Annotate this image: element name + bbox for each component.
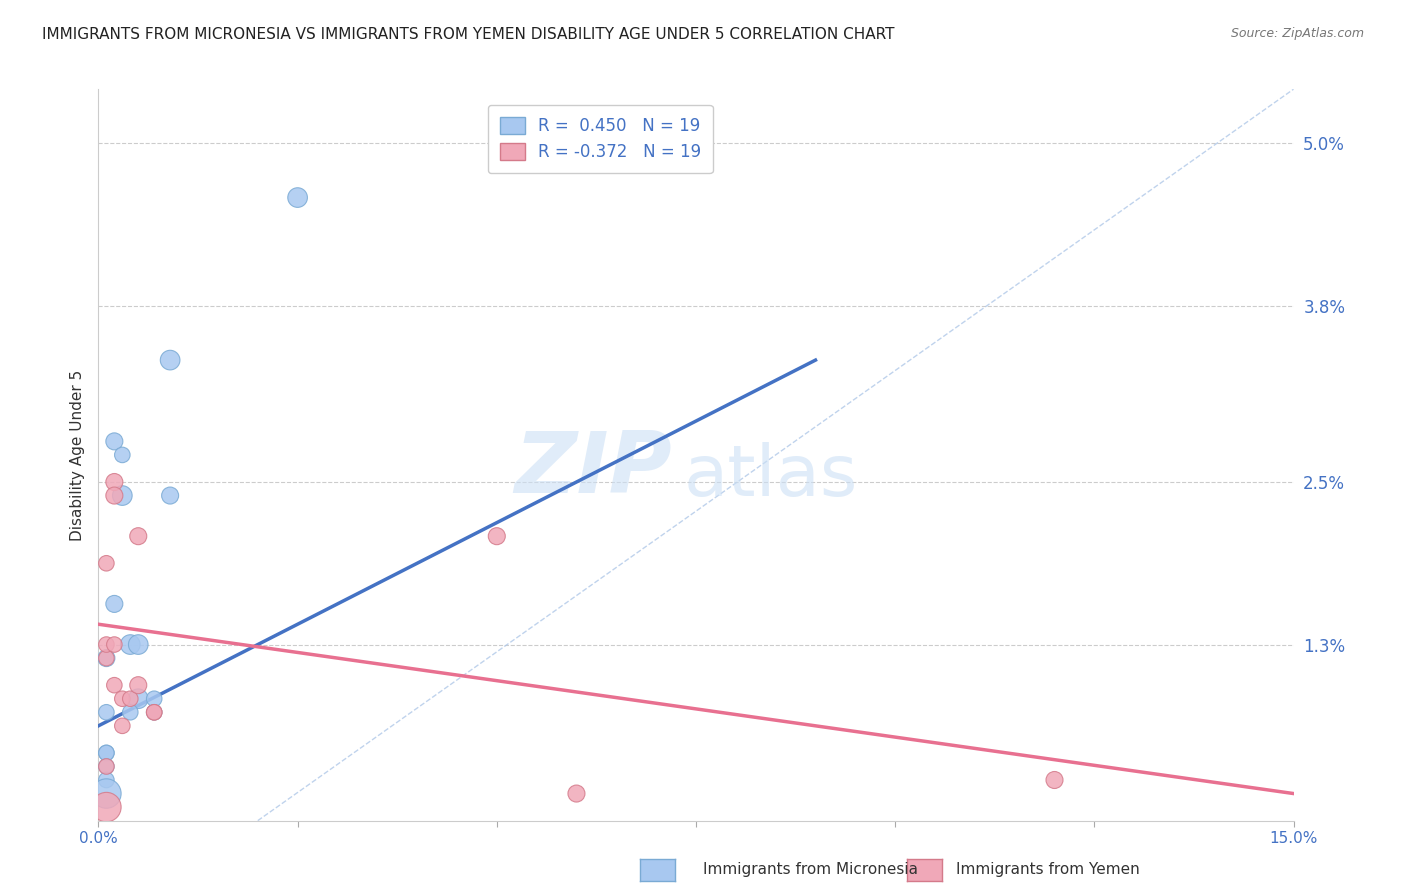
Text: atlas: atlas — [685, 442, 859, 511]
Point — [159, 489, 181, 503]
Legend: R =  0.450   N = 19, R = -0.372   N = 19: R = 0.450 N = 19, R = -0.372 N = 19 — [488, 105, 713, 173]
Point — [96, 746, 118, 760]
Point — [143, 691, 166, 706]
Point — [103, 489, 125, 503]
Point — [103, 678, 125, 692]
Point — [96, 651, 118, 665]
Text: IMMIGRANTS FROM MICRONESIA VS IMMIGRANTS FROM YEMEN DISABILITY AGE UNDER 5 CORRE: IMMIGRANTS FROM MICRONESIA VS IMMIGRANTS… — [42, 27, 894, 42]
Point — [96, 772, 118, 787]
Point — [1043, 772, 1066, 787]
Point — [143, 706, 166, 720]
Point — [120, 706, 142, 720]
Point — [111, 719, 134, 733]
Point — [159, 353, 181, 368]
Point — [103, 434, 125, 449]
Point — [96, 651, 118, 665]
Point — [103, 638, 125, 652]
Point — [127, 691, 149, 706]
Point — [127, 529, 149, 543]
Text: Source: ZipAtlas.com: Source: ZipAtlas.com — [1230, 27, 1364, 40]
Point — [96, 800, 118, 814]
Point — [96, 706, 118, 720]
Point — [485, 529, 508, 543]
Point — [120, 638, 142, 652]
Y-axis label: Disability Age Under 5: Disability Age Under 5 — [69, 369, 84, 541]
Point — [96, 746, 118, 760]
Point — [143, 706, 166, 720]
Point — [111, 691, 134, 706]
Point — [103, 597, 125, 611]
Text: Immigrants from Yemen: Immigrants from Yemen — [956, 863, 1140, 877]
Text: ZIP: ZIP — [515, 428, 672, 511]
Point — [111, 489, 134, 503]
Point — [565, 787, 588, 801]
Point — [96, 787, 118, 801]
Point — [287, 190, 309, 204]
Point — [96, 556, 118, 570]
Point — [96, 759, 118, 773]
Point — [143, 706, 166, 720]
Point — [120, 691, 142, 706]
Point — [111, 448, 134, 462]
Point — [96, 638, 118, 652]
Point — [127, 638, 149, 652]
Point — [103, 475, 125, 489]
Point — [127, 678, 149, 692]
Text: Immigrants from Micronesia: Immigrants from Micronesia — [703, 863, 918, 877]
Point — [96, 759, 118, 773]
